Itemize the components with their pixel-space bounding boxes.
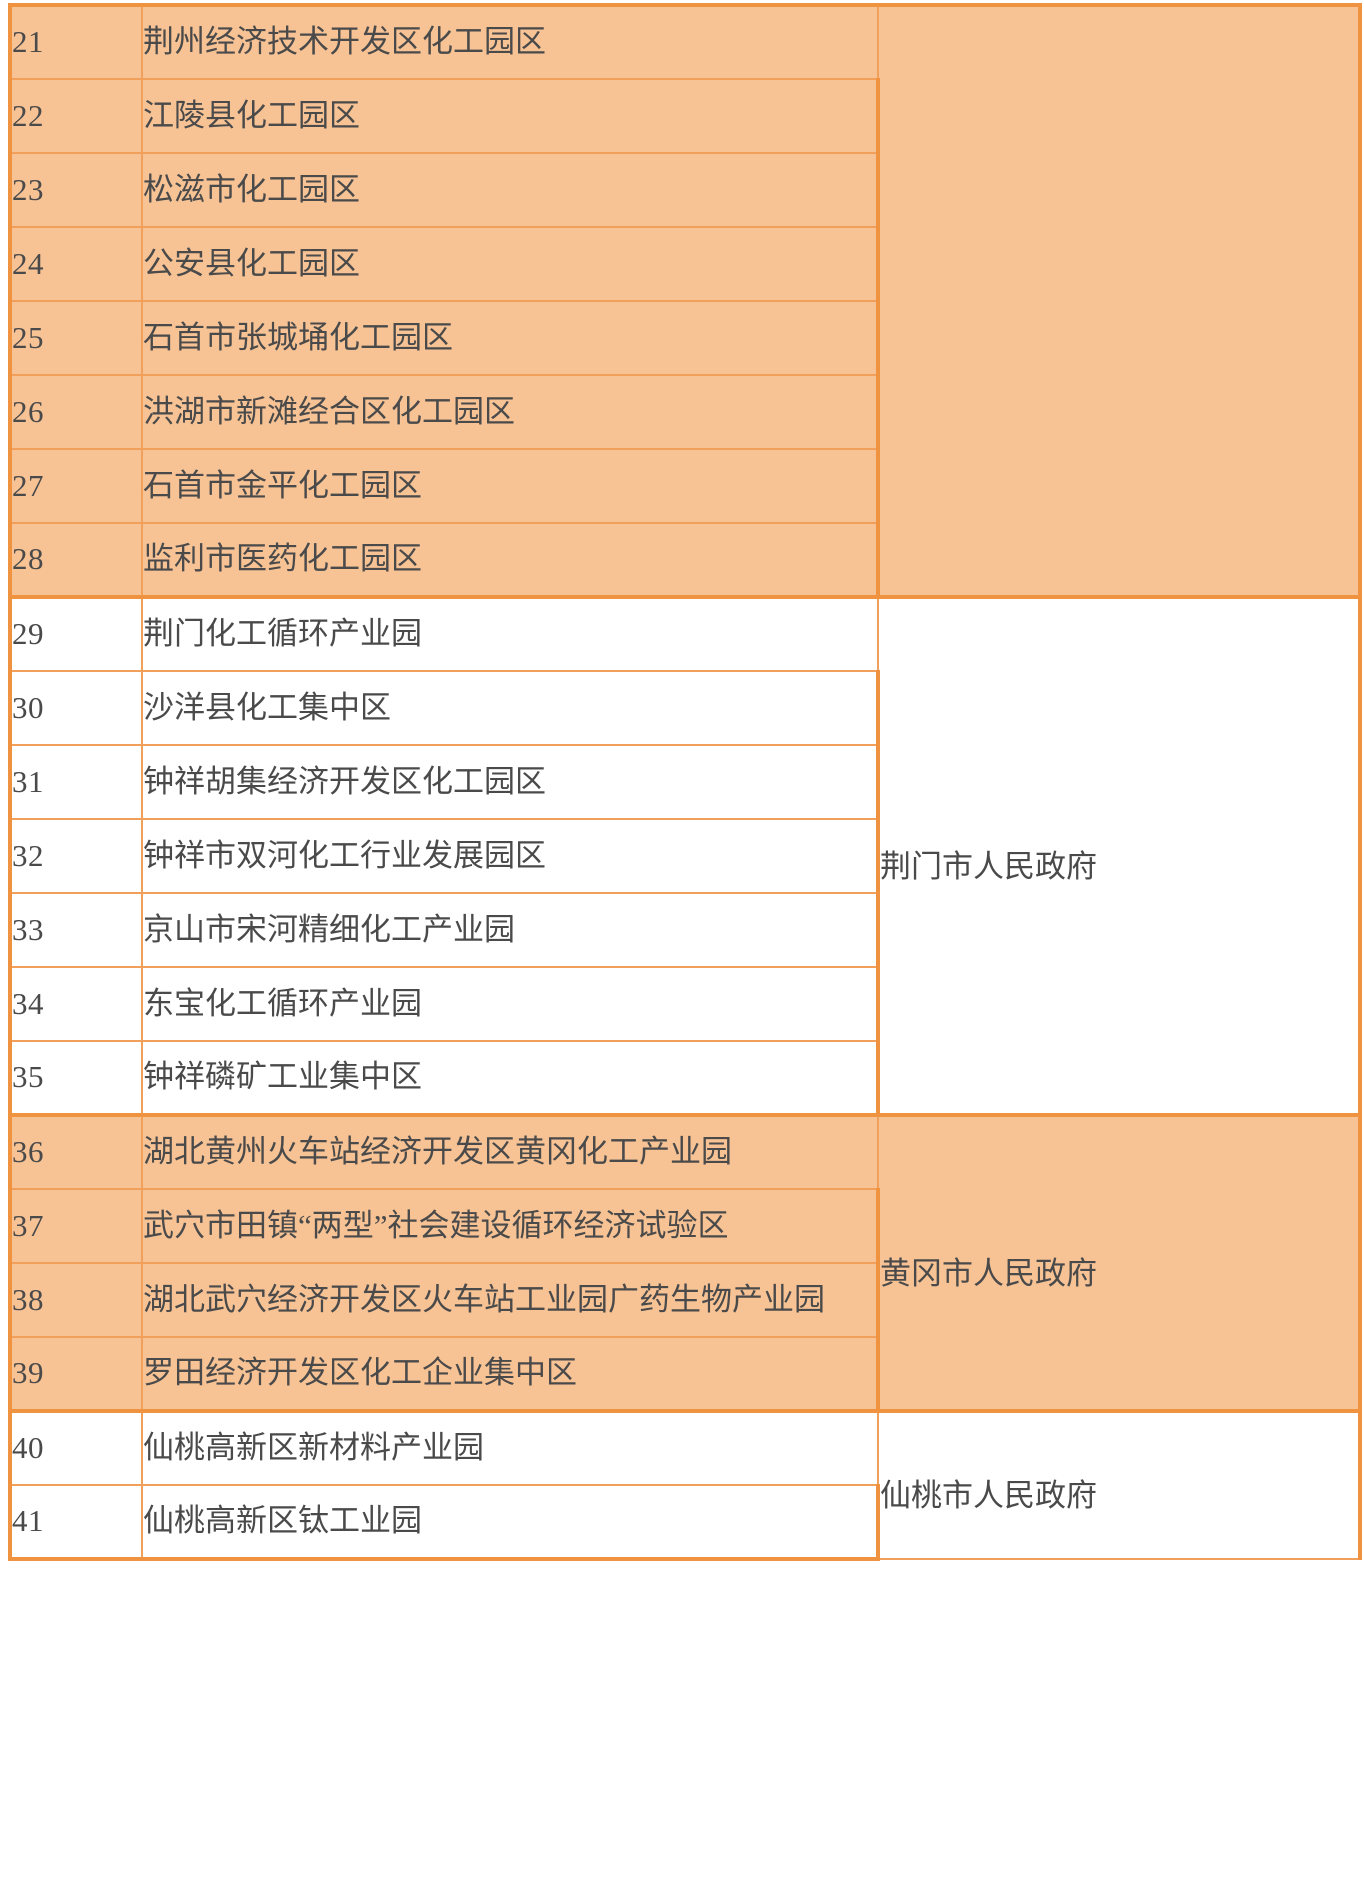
table-row: 40 仙桃高新区新材料产业园 仙桃市人民政府 xyxy=(8,1409,1362,1560)
row-index-cell: 35 xyxy=(8,1040,143,1117)
table-row: 32 钟祥市双河化工行业发展园区 xyxy=(8,818,1360,894)
park-name-cell: 江陵县化工园区 xyxy=(141,78,880,154)
row-index-cell: 28 xyxy=(8,522,143,599)
row-index-cell: 27 xyxy=(8,448,143,524)
row-index-cell: 29 xyxy=(8,595,143,672)
row-index-cell: 22 xyxy=(8,78,143,154)
row-index-cell: 34 xyxy=(8,966,143,1042)
table-row: 38 湖北武穴经济开发区火车站工业园广药生物产业园 xyxy=(8,1262,1360,1338)
authority-cell xyxy=(877,3,1362,598)
table-body: 21 荆州经济技术开发区化工园区 22 江陵县化工园区 23 松滋市化工园区 24 公安县化工… xyxy=(8,3,1362,1561)
row-index-cell: 37 xyxy=(8,1188,143,1264)
row-index-cell: 24 xyxy=(8,226,143,302)
table-row: 30 沙洋县化工集中区 xyxy=(8,670,1360,746)
row-index-cell: 33 xyxy=(8,892,143,968)
table-row: 23 松滋市化工园区 xyxy=(8,152,1360,228)
park-name-cell: 湖北黄州火车站经济开发区黄冈化工产业园 xyxy=(141,1113,879,1190)
park-name-cell: 东宝化工循环产业园 xyxy=(141,966,880,1042)
row-index-cell: 31 xyxy=(8,744,143,820)
table-row: 25 石首市张城埇化工园区 xyxy=(8,300,1360,376)
park-name-cell: 监利市医药化工园区 xyxy=(141,522,880,599)
row-index-cell: 36 xyxy=(8,1113,143,1190)
table-row: 36 湖北黄州火车站经济开发区黄冈化工产业园黄冈市人民政府 xyxy=(8,1113,1362,1412)
table-row: 28 监利市医药化工园区 xyxy=(8,522,1360,599)
authority-cell: 仙桃市人民政府 xyxy=(877,1409,1362,1560)
park-name-cell: 罗田经济开发区化工企业集中区 xyxy=(141,1336,880,1413)
row-index-cell: 25 xyxy=(8,300,143,376)
row-index-cell: 32 xyxy=(8,818,143,894)
table-row: 21 荆州经济技术开发区化工园区 xyxy=(8,3,1362,598)
authority-label: 仙桃市人民政府 xyxy=(880,1478,1097,1514)
row-index-cell: 23 xyxy=(8,152,143,228)
park-name-cell: 钟祥胡集经济开发区化工园区 xyxy=(141,744,880,820)
park-name-cell: 武穴市田镇“两型”社会建设循环经济试验区 xyxy=(141,1188,880,1264)
park-list-table-container: 21 荆州经济技术开发区化工园区 22 江陵县化工园区 23 松滋市化工园区 24 公安县化工… xyxy=(8,3,1362,1881)
row-index-cell: 39 xyxy=(8,1336,143,1413)
park-name-cell: 仙桃高新区新材料产业园 xyxy=(141,1409,879,1486)
park-name-cell: 仙桃高新区钛工业园 xyxy=(141,1484,880,1561)
table-row: 24 公安县化工园区 xyxy=(8,226,1360,302)
park-name-cell: 湖北武穴经济开发区火车站工业园广药生物产业园 xyxy=(141,1262,880,1338)
table-row: 37 武穴市田镇“两型”社会建设循环经济试验区 xyxy=(8,1188,1360,1264)
park-name-cell: 石首市金平化工园区 xyxy=(141,448,880,524)
authority-label xyxy=(880,290,1358,312)
park-name-cell: 钟祥磷矿工业集中区 xyxy=(141,1040,880,1117)
park-name-cell: 松滋市化工园区 xyxy=(141,152,880,228)
authority-label: 荆门市人民政府 xyxy=(880,848,1097,884)
row-index-cell: 41 xyxy=(8,1484,143,1561)
table-row: 22 江陵县化工园区 xyxy=(8,78,1360,154)
row-index-cell: 38 xyxy=(8,1262,143,1338)
park-name-cell: 洪湖市新滩经合区化工园区 xyxy=(141,374,880,450)
table-row: 41 仙桃高新区钛工业园 xyxy=(8,1484,1360,1561)
row-index-cell: 40 xyxy=(8,1409,143,1486)
authority-cell: 荆门市人民政府 xyxy=(877,595,1362,1116)
table-row: 26 洪湖市新滩经合区化工园区 xyxy=(8,374,1360,450)
park-name-cell: 荆州经济技术开发区化工园区 xyxy=(141,3,879,80)
table-row: 39 罗田经济开发区化工企业集中区 xyxy=(8,1336,1360,1413)
park-name-cell: 荆门化工循环产业园 xyxy=(141,595,879,672)
row-index-cell: 26 xyxy=(8,374,143,450)
park-name-cell: 沙洋县化工集中区 xyxy=(141,670,880,746)
authority-label: 黄冈市人民政府 xyxy=(880,1255,1097,1291)
park-name-cell: 京山市宋河精细化工产业园 xyxy=(141,892,880,968)
row-index-cell: 30 xyxy=(8,670,143,746)
park-name-cell: 石首市张城埇化工园区 xyxy=(141,300,880,376)
park-name-cell: 钟祥市双河化工行业发展园区 xyxy=(141,818,880,894)
table-row: 34 东宝化工循环产业园 xyxy=(8,966,1360,1042)
park-name-cell: 公安县化工园区 xyxy=(141,226,880,302)
table-row: 29 荆门化工循环产业园荆门市人民政府 xyxy=(8,595,1362,1116)
table-row: 35 钟祥磷矿工业集中区 xyxy=(8,1040,1360,1117)
table-row: 33 京山市宋河精细化工产业园 xyxy=(8,892,1360,968)
table-row: 31 钟祥胡集经济开发区化工园区 xyxy=(8,744,1360,820)
table-row: 27 石首市金平化工园区 xyxy=(8,448,1360,524)
authority-cell: 黄冈市人民政府 xyxy=(877,1113,1362,1412)
row-index-cell: 21 xyxy=(8,3,143,80)
chemical-park-list-table: 21 荆州经济技术开发区化工园区 22 江陵县化工园区 23 松滋市化工园区 24 公安县化工… xyxy=(8,3,1362,1561)
